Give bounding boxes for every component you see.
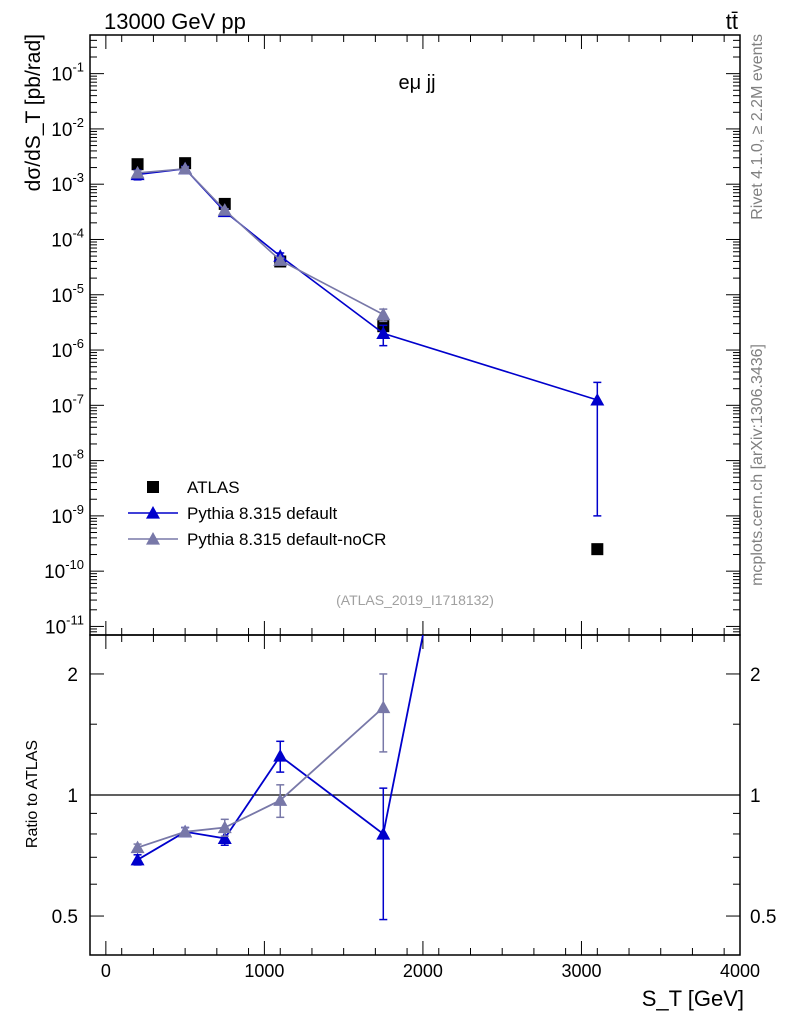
series-line	[137, 167, 598, 401]
ratio-point	[273, 749, 288, 762]
ratio-line	[137, 706, 384, 849]
ratio-point	[273, 793, 288, 806]
data-point	[376, 307, 391, 321]
ratio-y-tick-label: 2	[67, 665, 78, 686]
rivet-version-label: Rivet 4.1.0, ≥ 2.2M events	[749, 34, 766, 220]
data-point	[273, 253, 288, 266]
ratio-point	[376, 826, 391, 840]
ratio-series-0	[130, 634, 424, 921]
x-tick-label: 0	[101, 961, 111, 981]
data-point	[590, 392, 605, 406]
data-point	[217, 203, 232, 216]
data-point	[376, 326, 391, 339]
y-tick-label: 10-7	[51, 391, 84, 417]
y-axis-label-ratio: Ratio to ATLAS	[24, 740, 41, 848]
y-tick-label: 10-6	[51, 336, 84, 362]
y-tick-label: 10-5	[51, 281, 84, 307]
mcplots-source-label: mcplots.cern.ch [arXiv:1306.3436]	[749, 344, 766, 586]
ratio-point	[217, 831, 232, 844]
y-tick-label: 10-1	[51, 60, 84, 86]
y-tick-label: 10-3	[51, 170, 84, 196]
data-point	[178, 161, 193, 175]
legend-marker-atlas	[147, 481, 159, 493]
ratio-point	[178, 824, 193, 838]
y-tick-label: 10-2	[51, 115, 84, 141]
series-1	[130, 161, 605, 517]
ratio-point	[130, 852, 145, 866]
legend-label: Pythia 8.315 default	[187, 504, 338, 523]
x-tick-label: 2000	[403, 961, 443, 981]
y-tick-label: 10-4	[51, 225, 84, 251]
legend-marker-triangle	[146, 532, 160, 545]
header-left-label: 13000 GeV pp	[104, 9, 246, 34]
header-right-label: tt̄	[726, 9, 738, 34]
atlas-data-point	[131, 158, 144, 171]
data-point	[130, 165, 145, 179]
legend-label: Pythia 8.315 default-noCR	[187, 530, 386, 549]
ratio-point	[130, 840, 145, 854]
ratio-series-1	[130, 673, 391, 854]
ratio-y-tick-label-right: 2	[750, 665, 761, 686]
atlas-data-point	[591, 543, 604, 556]
y-tick-label: 10-8	[51, 447, 84, 473]
y-tick-label: 10-11	[45, 612, 84, 638]
y-tick-label: 10-10	[44, 557, 84, 583]
ratio-line	[137, 634, 424, 861]
ratio-y-tick-label: 0.5	[52, 907, 78, 928]
series-line	[137, 167, 384, 316]
x-tick-label: 1000	[244, 961, 284, 981]
analysis-id-label: (ATLAS_2019_I1718132)	[336, 592, 494, 608]
legend-label: ATLAS	[187, 478, 240, 497]
ratio-point	[217, 820, 232, 834]
y-axis-label-main: dσ/dS_T [pb/rad]	[22, 34, 45, 191]
ratio-y-tick-label-right: 1	[750, 786, 761, 807]
x-tick-label: 3000	[561, 961, 601, 981]
y-tick-label: 10-9	[51, 502, 84, 528]
x-tick-label: 4000	[720, 961, 760, 981]
ratio-y-tick-label: 1	[67, 786, 78, 807]
x-axis-label: S_T [GeV]	[642, 986, 744, 1011]
series-2	[130, 161, 391, 323]
legend-marker-triangle	[146, 506, 160, 519]
ratio-y-tick-label-right: 0.5	[750, 907, 776, 928]
ratio-point	[376, 700, 391, 714]
chart-title: eμ jj	[398, 72, 435, 94]
